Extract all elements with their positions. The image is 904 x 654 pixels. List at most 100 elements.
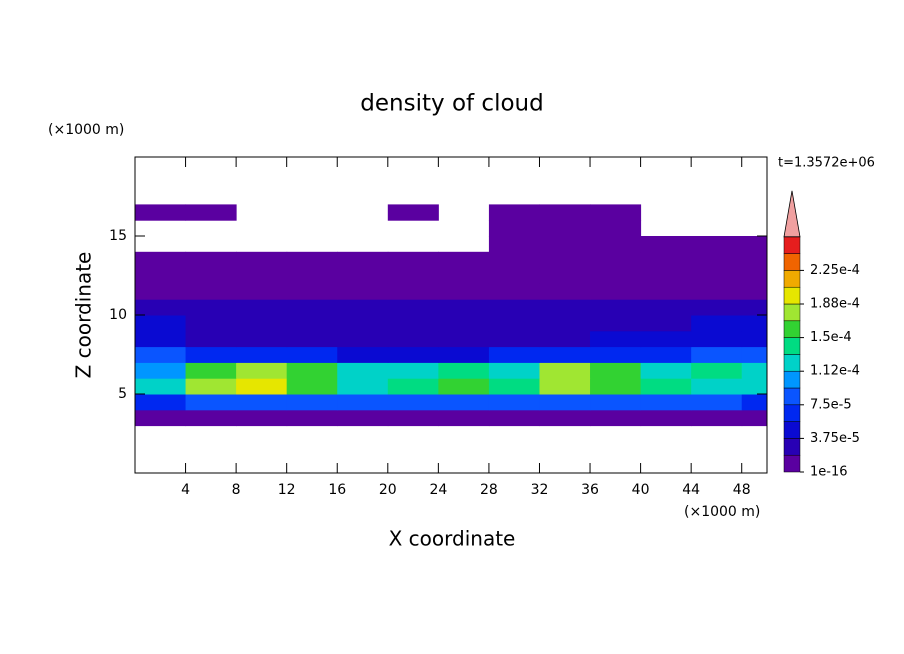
contour-cell — [640, 315, 692, 332]
contour-cell — [691, 378, 743, 395]
y-unit: (×1000 m) — [48, 122, 124, 138]
colorbar-label: 2.25e-4 — [810, 263, 860, 278]
colorbar-band — [783, 270, 801, 288]
contour-cell — [236, 330, 288, 348]
contour-cell — [135, 330, 187, 348]
contour-cell — [741, 330, 767, 348]
contour-cell — [236, 299, 288, 316]
contour-cell — [590, 409, 642, 427]
contour-cell — [741, 378, 767, 395]
contour-cell — [135, 283, 187, 300]
contour-cell — [488, 394, 540, 411]
contour-cell — [741, 299, 767, 316]
contour-cell — [691, 267, 743, 284]
contour-cell — [640, 267, 692, 284]
x-tick-label: 24 — [429, 482, 447, 498]
contour-cell — [438, 251, 490, 269]
contour-cell — [488, 283, 540, 300]
contour-cell — [539, 220, 591, 237]
contour-cell — [236, 267, 288, 284]
x-tick-label: 12 — [278, 482, 296, 498]
contour-cell — [438, 299, 490, 316]
contour-cell — [741, 267, 767, 284]
contour-cell — [286, 267, 338, 284]
contour-cell — [691, 299, 743, 316]
contour-cell — [590, 236, 642, 253]
contour-cell — [337, 267, 389, 284]
x-tick-label: 4 — [181, 482, 190, 498]
contour-cell — [286, 378, 338, 395]
colorbar-label: 1.88e-4 — [810, 297, 860, 312]
contour-cell — [590, 330, 642, 348]
contour-cell — [438, 315, 490, 332]
contour-cell — [387, 409, 439, 427]
contour-cell — [185, 315, 237, 332]
contour-cell — [236, 362, 288, 379]
contour-cell — [135, 362, 187, 379]
x-tick-label: 36 — [581, 482, 599, 498]
contour-cell — [185, 283, 237, 300]
contour-cell — [185, 251, 237, 269]
colorbar-band — [783, 454, 801, 473]
colorbar-label: 1e-16 — [810, 465, 848, 480]
contour-cell — [488, 220, 540, 237]
colorbar-band — [783, 370, 801, 389]
contour-cell — [286, 394, 338, 411]
contour-cell — [590, 283, 642, 300]
contour-cell — [337, 394, 389, 411]
contour-cell — [387, 315, 439, 332]
x-tick-label: 20 — [379, 482, 397, 498]
contour-cell — [539, 409, 591, 427]
x-tick-label: 40 — [632, 482, 650, 498]
contour-cell — [185, 409, 237, 427]
contour-cell — [337, 283, 389, 300]
contour-cell — [337, 378, 389, 395]
contour-cell — [185, 204, 237, 221]
contour-cell — [640, 251, 692, 269]
contour-cell — [135, 204, 187, 221]
contour-cell — [135, 267, 187, 284]
contour-cell — [691, 362, 743, 379]
contour-cell — [387, 346, 439, 363]
contour-cell — [640, 362, 692, 379]
x-axis-title: X coordinate — [389, 527, 516, 551]
contour-cell — [741, 409, 767, 427]
contour-cell — [691, 251, 743, 269]
contour-cell — [488, 236, 540, 253]
contour-cell — [539, 330, 591, 348]
contour-cell — [590, 346, 642, 363]
contour-cell — [185, 267, 237, 284]
contour-cell — [135, 409, 187, 427]
colorbar-band — [783, 320, 801, 338]
contour-cell — [539, 267, 591, 284]
contour-cell — [488, 251, 540, 269]
contour-cell — [236, 315, 288, 332]
contour-cell — [387, 283, 439, 300]
contour-cell — [286, 283, 338, 300]
contour-cell — [438, 267, 490, 284]
contour-cell — [438, 378, 490, 395]
contour-cell — [438, 409, 490, 427]
contour-cell — [135, 299, 187, 316]
colorbar-band — [783, 286, 801, 305]
contour-cell — [741, 236, 767, 253]
x-tick-label: 8 — [232, 482, 241, 498]
contour-cell — [488, 330, 540, 348]
contour-cell — [387, 362, 439, 379]
contour-cell — [640, 394, 692, 411]
contour-cell — [135, 251, 187, 269]
contour-cell — [640, 409, 692, 427]
colorbar-label: 1.5e-4 — [810, 330, 852, 345]
contour-cell — [539, 299, 591, 316]
contour-cell — [438, 346, 490, 363]
contour-cell — [438, 362, 490, 379]
colorbar-band — [783, 303, 801, 322]
contour-cell — [640, 236, 692, 253]
contour-cell — [691, 236, 743, 253]
contour-cell — [691, 283, 743, 300]
contour-cell — [337, 315, 389, 332]
contour-cell — [590, 267, 642, 284]
contour-cell — [286, 362, 338, 379]
contour-cell — [488, 315, 540, 332]
contour-cell — [691, 315, 743, 332]
